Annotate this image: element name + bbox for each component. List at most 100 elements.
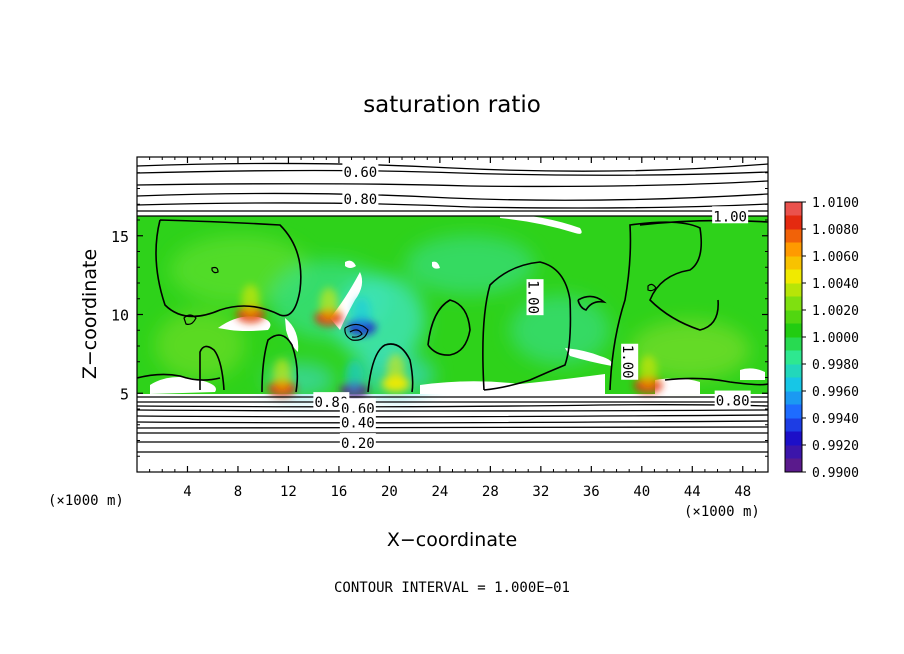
hotspot-halo (352, 297, 371, 330)
field-patch (405, 235, 535, 295)
y-tick-label: 10 (111, 307, 129, 325)
cloud-gap (565, 348, 613, 366)
contour-line (647, 283, 657, 292)
contour-lines (137, 162, 768, 453)
colorbar-segment-blend (785, 202, 802, 216)
contour-label-layer: 0.600.801.001.001.000.800.600.400.200.80 (313, 162, 751, 452)
cloud-gap (285, 318, 299, 352)
contour-line (349, 329, 363, 338)
colorbar-label: 0.9980 (812, 358, 859, 373)
colorbar-segment-blend (785, 337, 802, 351)
cloud-gap (740, 368, 765, 380)
contour-label: 0.80 (314, 395, 348, 411)
x-tick-label: 44 (684, 484, 701, 500)
contour-line (137, 373, 221, 381)
y-tick-label: 15 (111, 228, 129, 246)
contour-label-bg (342, 162, 379, 180)
contour-label-bg (621, 343, 639, 380)
colorbar-segment-blend (785, 310, 802, 324)
colorbar-segment-blend (785, 391, 802, 405)
colorbar-label: 0.9940 (812, 412, 859, 427)
colorbar-label: 0.9920 (812, 439, 859, 454)
x-tick-label: 4 (183, 484, 191, 500)
contour-label: 1.00 (525, 280, 541, 314)
contour-line (482, 261, 572, 391)
contour-label-bg (339, 398, 376, 416)
contour-line (137, 409, 768, 412)
cloud-gap (432, 261, 440, 269)
contour-label-bg (712, 206, 749, 224)
colorbar-segment-blend (785, 229, 802, 243)
contour-label-bg (339, 433, 376, 451)
x-tick-label: 8 (234, 484, 242, 500)
colorbar-label: 1.0040 (812, 277, 859, 292)
contour-line (137, 202, 768, 209)
contour-line (137, 404, 768, 408)
colorbar-segment-blend (785, 256, 802, 270)
x-unit-label-right: (×1000 m) (684, 504, 760, 520)
x-tick-label: 20 (381, 484, 398, 500)
x-tick-label: 24 (431, 484, 448, 500)
contour-line (577, 295, 607, 311)
field-patch (335, 275, 425, 365)
contour-line (211, 266, 219, 274)
contour-interval-note: CONTOUR INTERVAL = 1.000E−01 (334, 580, 570, 596)
x-axis: 4 8 12 16 20 24 28 32 36 40 44 48 (149, 157, 756, 500)
field-patch (630, 320, 750, 380)
contour-label: 1.00 (619, 345, 635, 379)
colorbar-label: 1.0100 (812, 196, 859, 211)
contour-label: 0.40 (341, 416, 375, 432)
cloud-gap (420, 374, 605, 394)
colorbar-segment-blend (785, 364, 802, 378)
colorbar-label: 1.0080 (812, 223, 859, 238)
contour-line (137, 192, 768, 201)
x-tick-label: 36 (583, 484, 600, 500)
contour-line (137, 180, 768, 188)
contour-label: 1.00 (713, 209, 747, 225)
x-tick-label: 16 (330, 484, 347, 500)
hotspot-halo (386, 353, 405, 386)
contour-line (367, 343, 414, 393)
contour-line (183, 314, 197, 325)
contour-line (199, 345, 225, 391)
field-texture (155, 235, 750, 398)
contour-line (137, 420, 768, 424)
colorbar-segment-blend (785, 283, 802, 297)
contour-line (609, 221, 719, 391)
plot-area: 0.600.801.001.001.000.800.600.400.200.80 (137, 157, 768, 472)
y-axis-label: Z−coordinate (79, 249, 101, 379)
y-tick-label: 5 (120, 385, 129, 403)
contour-label-bg (339, 412, 376, 430)
contour-label-bg (526, 279, 544, 316)
cloud-gap (500, 214, 582, 234)
cloud-gap (655, 378, 700, 394)
contour-line (344, 323, 369, 341)
y-axis: 5 10 15 (111, 172, 768, 457)
colorbar-label: 1.0000 (812, 331, 859, 346)
contour-line (137, 169, 768, 176)
contour-label-bg (714, 390, 751, 408)
hotspot-halo (273, 358, 292, 391)
x-tick-label: 12 (280, 484, 297, 500)
contour-label: 0.80 (716, 394, 750, 410)
colorbar-label: 0.9900 (812, 466, 859, 481)
cloud-gap (345, 260, 356, 268)
hotspot-halo (241, 284, 260, 317)
hotspot-halo (639, 355, 658, 388)
x-axis-label: X−coordinate (387, 529, 517, 551)
hotspot-halo (319, 287, 338, 320)
contour-line (137, 162, 768, 172)
x-tick-label: 48 (734, 484, 751, 500)
chart-title: saturation ratio (363, 92, 541, 118)
contour-line (427, 299, 471, 356)
x-unit-label-left: (×1000 m) (48, 493, 124, 509)
contour-line (261, 334, 299, 393)
x-tick-label: 40 (633, 484, 650, 500)
hotspot-layer (236, 284, 663, 399)
contour-line (639, 219, 768, 226)
contour-line (137, 414, 768, 418)
colorbar-segment-blend (785, 445, 802, 459)
colorbar-segment-blend (785, 418, 802, 432)
contour-label: 0.60 (344, 165, 378, 181)
